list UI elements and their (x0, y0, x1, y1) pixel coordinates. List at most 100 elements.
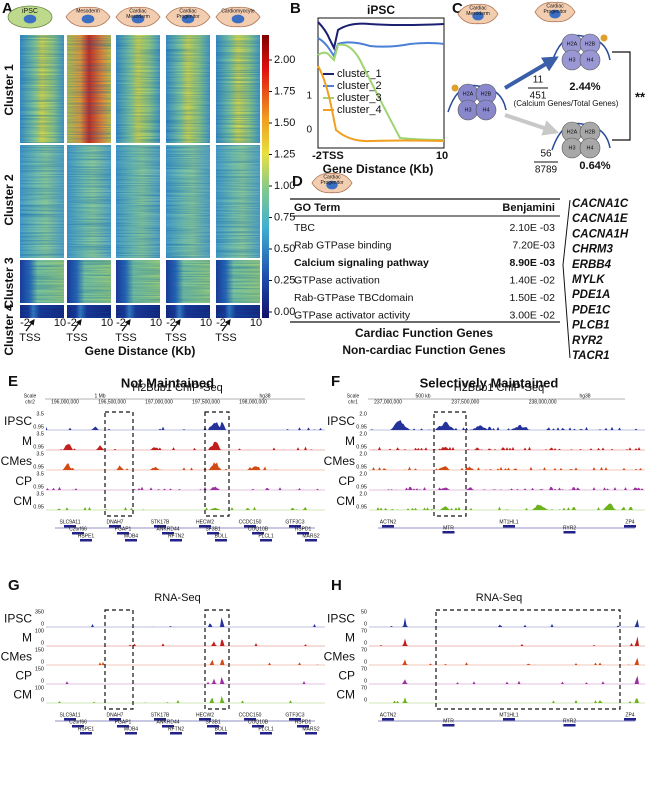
table-header: Benjamini (502, 202, 555, 214)
table-cell: 3.00E -02 (509, 309, 555, 321)
track-scale: 2.0 (359, 431, 367, 437)
histone-label: H4 (586, 145, 593, 151)
cell-label: Cardiac (546, 3, 564, 9)
cell-label: Mesoderm (466, 11, 490, 17)
gene-model (215, 539, 227, 542)
histone-label: H3 (464, 107, 471, 113)
ubiquitin (451, 84, 459, 92)
nucleus (326, 180, 338, 190)
gene-label: CCDC150 (239, 712, 262, 718)
table-cell: Rab GTPase binding (294, 239, 392, 251)
gene-label: DNAH7 (107, 519, 124, 525)
gene-model (305, 732, 317, 735)
fraction-num: 56 (540, 149, 552, 160)
nucleus (131, 14, 145, 24)
track-scale: 0.95 (356, 444, 367, 450)
histone-label: H4 (586, 57, 593, 63)
track-signal (369, 675, 645, 684)
gene-name: CACNA1H (572, 228, 629, 240)
track-signal (369, 486, 645, 490)
gene-model (162, 725, 174, 728)
histone-label: H2B (585, 129, 596, 135)
track-label: M (345, 631, 355, 645)
cell-label: Progenitor (176, 14, 199, 20)
gene-name: PDE1C (572, 304, 611, 316)
track-scale: 0 (364, 640, 367, 646)
colorbar-label: 1.25 (274, 148, 295, 160)
gene-model (72, 532, 84, 535)
track-scale: 70 (361, 666, 367, 672)
gene-label: MT1HL1 (499, 519, 518, 525)
gene-model (252, 725, 264, 728)
gene-model (199, 718, 211, 721)
tss-arrow (221, 319, 231, 332)
gene-label: ZP4 (625, 519, 634, 525)
track-scale: 3.5 (36, 471, 44, 477)
track-label: M (345, 434, 355, 448)
gene-model (260, 732, 272, 735)
x-tick-label: 10 (150, 317, 162, 329)
gene-label: DNAH7 (107, 712, 124, 718)
x-tick-label: -2 (67, 317, 77, 329)
coord-label: 238,000,000 (529, 399, 557, 405)
track-scale: 0 (364, 659, 367, 665)
legend-label: Cardiac Function Genes (355, 326, 493, 340)
cell-label: Cardiac (129, 8, 147, 14)
gene-name: MYLK (572, 274, 605, 286)
highlight-box (104, 609, 134, 710)
highlight-box (433, 411, 467, 517)
gene-label: GTF3C3 (285, 712, 304, 718)
coord-label: 237,500,000 (451, 399, 479, 405)
gene-label: COQ10B (248, 719, 269, 725)
gene-label: SLC9A11 (59, 712, 80, 718)
gene-model (244, 525, 256, 528)
gene-model (305, 539, 317, 542)
gene-label: HSPE1 (78, 533, 95, 539)
gene-label: HSPD1 (295, 719, 312, 725)
gene-label: RYR2 (563, 525, 576, 531)
arrow (503, 56, 559, 90)
table-cell: GTPase activator activity (294, 309, 411, 321)
significance-bracket (612, 51, 631, 141)
gene-model (503, 525, 515, 528)
gene-model (252, 532, 264, 535)
gene-label: PLCL1 (258, 726, 274, 732)
track-scale: 0 (364, 697, 367, 703)
track-signal (369, 446, 645, 450)
track-signal (46, 486, 325, 490)
fraction-num: 11 (533, 75, 544, 86)
table-cell: 2.10E -03 (509, 222, 555, 234)
track-label: M (22, 631, 32, 645)
track-signal (369, 636, 645, 646)
gene-model (289, 525, 301, 528)
gene-label: SF3B1 (205, 719, 221, 725)
coord-label: 197,500,000 (192, 399, 220, 405)
dna (447, 84, 507, 113)
legend-label: cluster_3 (337, 92, 382, 104)
gene-name: RYR2 (572, 335, 603, 347)
gene-label: CCDC150 (239, 519, 262, 525)
panel-letter: A (2, 0, 13, 17)
track-label: IPSC (327, 414, 355, 428)
track-signal (46, 676, 325, 684)
gene-label: MT1HL1 (499, 712, 518, 718)
gene-name: CACNA1C (572, 198, 629, 210)
gene-name: PDE1A (572, 289, 610, 301)
track-label: CP (15, 474, 32, 488)
table-cell: Rab-GTPase TBCdomain (294, 292, 414, 304)
cell-label: Cardiac (179, 8, 197, 14)
gene-model (382, 525, 394, 528)
profile-curve (317, 21, 445, 51)
gene-label: HECW2 (196, 712, 214, 718)
track-scale: 0.95 (33, 484, 44, 490)
gene-model (260, 539, 272, 542)
track-scale: 0.95 (33, 424, 44, 430)
track-scale: 0.95 (356, 504, 367, 510)
fraction-note: (Calcium Genes/Total Genes) (514, 99, 619, 108)
gene-model (624, 718, 636, 721)
panel-letter: F (331, 373, 340, 390)
significance: ** (635, 89, 646, 104)
tss-arrow (171, 319, 181, 332)
heatmap-texture (20, 305, 64, 318)
